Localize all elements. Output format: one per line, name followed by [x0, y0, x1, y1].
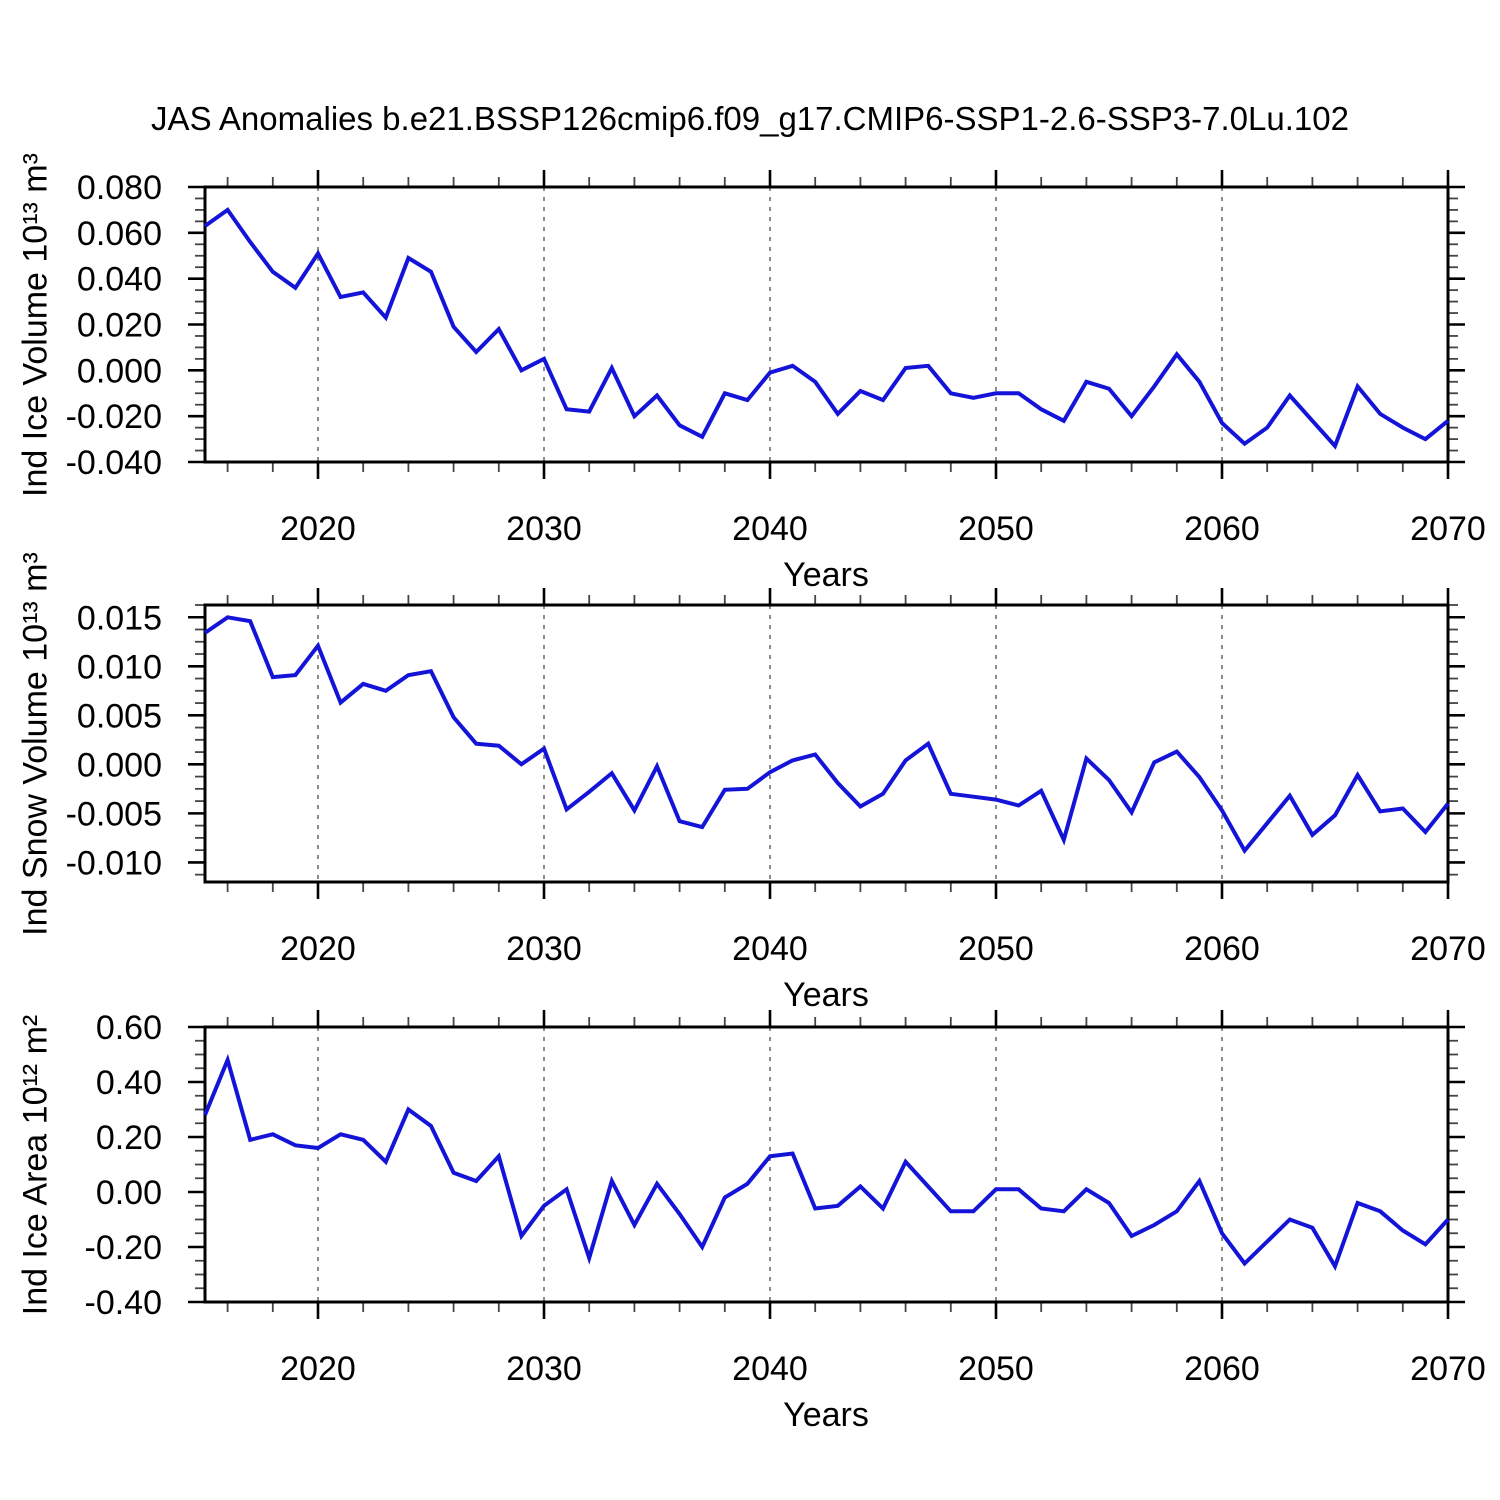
y-tick-labels: 0.60 0.40 0.20 0.00 -0.20 -0.40 [85, 1009, 163, 1322]
axis-ticks [188, 1010, 1465, 1319]
x-axis-label-years-panel2: Years [783, 976, 869, 1014]
y-tick-label: -0.40 [85, 1284, 163, 1322]
y-tick-label: 0.020 [77, 307, 162, 345]
x-gridlines [317, 605, 1223, 882]
x-axis-label-years-panel1: Years [783, 556, 869, 594]
y-tick-label: 0.005 [77, 697, 162, 735]
x-tick-label-2050: 2050 [958, 510, 1034, 548]
x-tick-label-2070: 2070 [1410, 1350, 1486, 1388]
series-line-ind-ice-area [203, 1053, 1450, 1272]
x-tick-label-2070: 2070 [1410, 510, 1486, 548]
x-tick-label-2030: 2030 [506, 1350, 582, 1388]
x-axis-label-years-panel3: Years [783, 1396, 869, 1434]
y-tick-label: 0.015 [77, 599, 162, 637]
x-tick-label-2020: 2020 [280, 930, 356, 968]
series-line-ind-snow-volume [203, 615, 1450, 855]
x-tick-label-2070: 2070 [1410, 930, 1486, 968]
panel-ind-snow-volume: 0.015 0.010 0.005 0.000 -0.005 -0.010 2020 2030… [66, 588, 1486, 968]
axis-ticks [188, 588, 1465, 899]
y-tick-label: 0.40 [96, 1064, 162, 1102]
y-tick-label: 0.000 [77, 352, 162, 390]
x-tick-label-2030: 2030 [506, 930, 582, 968]
x-tick-label-2040: 2040 [732, 1350, 808, 1388]
plot-frame [203, 185, 1450, 464]
x-tick-label-2020: 2020 [280, 1350, 356, 1388]
y-tick-label: 0.060 [77, 215, 162, 253]
x-tick-labels: 2020 2030 2040 2050 2060 2070 [280, 930, 1486, 968]
x-tick-labels: 2020 2030 2040 2050 2060 2070 [280, 1350, 1486, 1388]
y-tick-label: -0.010 [66, 844, 162, 882]
y-tick-label: 0.60 [96, 1009, 162, 1047]
plot-frame [203, 603, 1450, 884]
x-gridlines [317, 1027, 1223, 1302]
y-tick-labels: 0.080 0.060 0.040 0.020 0.000 -0.020 -0.040 [66, 169, 162, 482]
x-tick-label-2060: 2060 [1184, 930, 1260, 968]
y-tick-label: 0.040 [77, 261, 162, 299]
y-tick-label: -0.005 [66, 795, 162, 833]
series-line-ind-ice-volume [203, 207, 1450, 450]
figure-title: JAS Anomalies b.e21.BSSP126cmip6.f09_g17… [151, 100, 1349, 137]
x-tick-label-2040: 2040 [732, 510, 808, 548]
x-tick-label-2060: 2060 [1184, 1350, 1260, 1388]
x-tick-label-2040: 2040 [732, 930, 808, 968]
y-tick-label: 0.20 [96, 1119, 162, 1157]
x-tick-labels: 2020 2030 2040 2050 2060 2070 [280, 510, 1486, 548]
y-tick-label: 0.000 [77, 746, 162, 784]
y-tick-label: 0.00 [96, 1174, 162, 1212]
y-tick-label: -0.020 [66, 398, 162, 436]
x-tick-label-2060: 2060 [1184, 510, 1260, 548]
axis-ticks [188, 170, 1465, 479]
x-tick-label-2050: 2050 [958, 1350, 1034, 1388]
x-tick-label-2020: 2020 [280, 510, 356, 548]
plot-frame [203, 1025, 1450, 1304]
y-tick-label: -0.040 [66, 444, 162, 482]
y-tick-label: -0.20 [85, 1229, 163, 1267]
y-tick-label: 0.080 [77, 169, 162, 207]
y-tick-label: 0.010 [77, 648, 162, 686]
x-tick-label-2050: 2050 [958, 930, 1034, 968]
y-tick-labels: 0.015 0.010 0.005 0.000 -0.005 -0.010 [66, 599, 162, 882]
panel-ind-ice-volume: 0.080 0.060 0.040 0.020 0.000 -0.020 -0.040 202… [66, 169, 1486, 548]
x-tick-label-2030: 2030 [506, 510, 582, 548]
